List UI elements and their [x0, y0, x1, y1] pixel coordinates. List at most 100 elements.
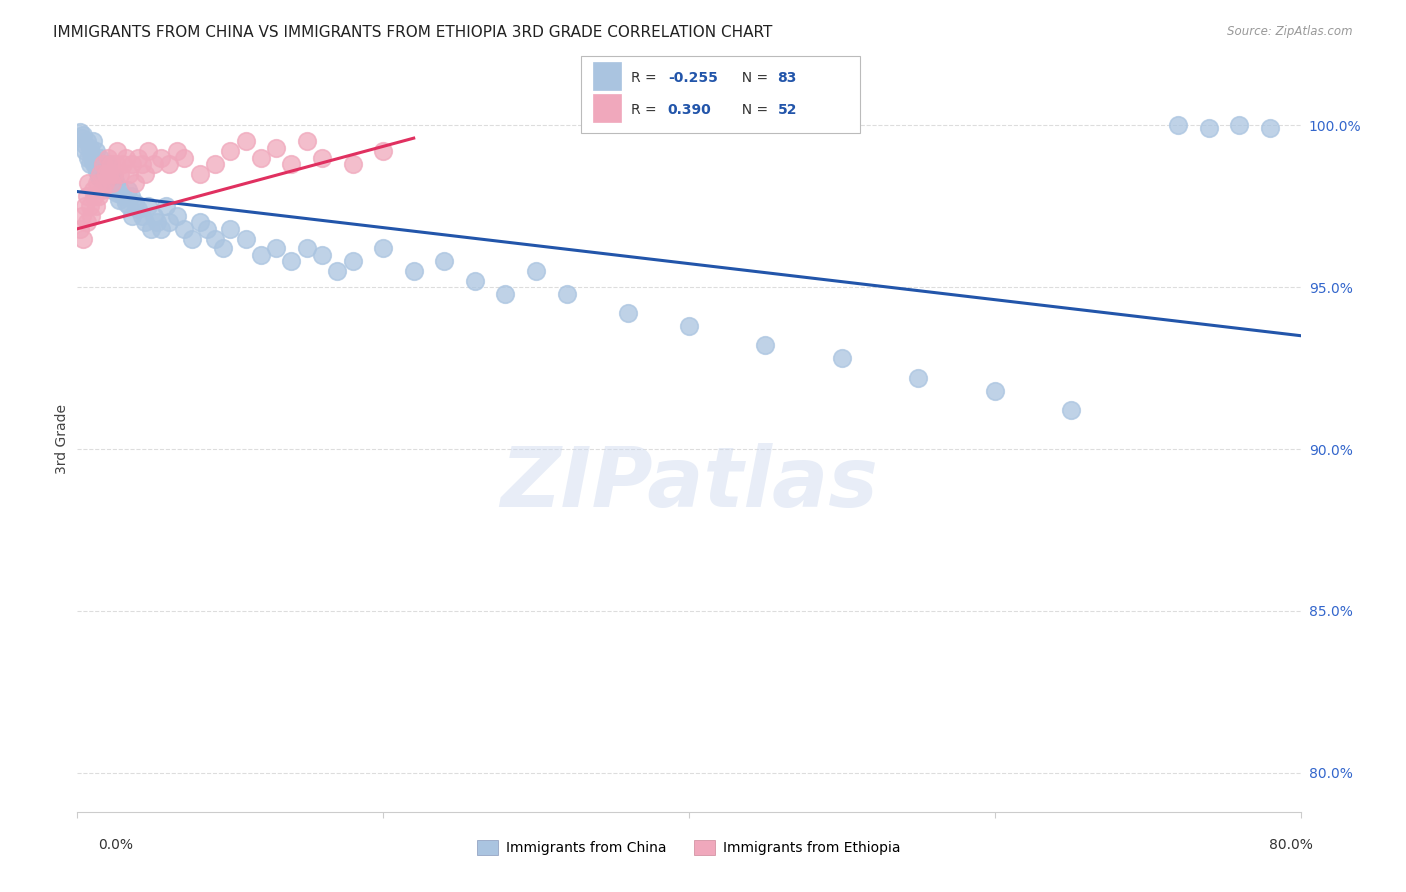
Point — [69, 222, 91, 236]
Point — [89, 151, 111, 165]
Point — [89, 167, 111, 181]
Point — [115, 151, 138, 165]
Text: 0.390: 0.390 — [668, 103, 711, 117]
Point — [1229, 118, 1251, 132]
Point — [204, 157, 226, 171]
Point — [326, 264, 349, 278]
Point — [96, 169, 118, 184]
Point — [181, 231, 204, 245]
Point — [103, 169, 125, 184]
Point — [124, 177, 146, 191]
Point — [157, 215, 180, 229]
Point — [342, 254, 364, 268]
Point — [311, 248, 333, 262]
Point — [79, 199, 101, 213]
Point — [70, 131, 93, 145]
Point — [70, 209, 93, 223]
Point — [69, 125, 91, 139]
Point — [311, 151, 333, 165]
Point — [107, 193, 129, 207]
Point — [295, 134, 318, 148]
Point — [121, 209, 143, 223]
Point — [121, 157, 143, 171]
Point — [100, 173, 122, 187]
Point — [105, 144, 128, 158]
Y-axis label: 3rd Grade: 3rd Grade — [55, 404, 69, 475]
Point — [831, 351, 853, 366]
Text: Source: ZipAtlas.com: Source: ZipAtlas.com — [1227, 25, 1353, 38]
Text: 0.0%: 0.0% — [98, 838, 132, 852]
Point — [112, 189, 135, 203]
Point — [195, 222, 218, 236]
Point — [80, 147, 103, 161]
Point — [86, 163, 108, 178]
Point — [371, 241, 394, 255]
Point — [235, 134, 257, 148]
Point — [166, 209, 188, 223]
Point — [211, 241, 233, 255]
Point — [127, 151, 149, 165]
Point — [120, 189, 142, 203]
Point — [76, 189, 98, 203]
Point — [907, 371, 929, 385]
Point — [97, 177, 120, 191]
Point — [1198, 121, 1220, 136]
Point — [118, 199, 141, 213]
Point — [83, 157, 105, 171]
Point — [371, 144, 394, 158]
Point — [617, 306, 640, 320]
Text: ZIPatlas: ZIPatlas — [501, 443, 877, 524]
Point — [103, 167, 125, 181]
Text: R =: R = — [631, 70, 661, 85]
Point — [1258, 121, 1281, 136]
Point — [402, 264, 425, 278]
Point — [83, 189, 105, 203]
Point — [134, 215, 156, 229]
Text: 83: 83 — [778, 70, 797, 85]
Point — [219, 144, 242, 158]
Point — [264, 241, 287, 255]
Point — [76, 215, 98, 229]
Legend: Immigrants from China, Immigrants from Ethiopia: Immigrants from China, Immigrants from E… — [471, 835, 907, 861]
Point — [678, 318, 700, 333]
Text: R =: R = — [631, 103, 661, 117]
Point — [150, 222, 173, 236]
Point — [280, 254, 302, 268]
Point — [101, 183, 124, 197]
Point — [72, 128, 94, 142]
Point — [984, 384, 1007, 398]
Point — [73, 137, 96, 152]
Point — [80, 209, 103, 223]
Point — [235, 231, 257, 245]
Point — [295, 241, 318, 255]
Point — [131, 157, 153, 171]
Point — [77, 177, 100, 191]
Point — [104, 157, 127, 171]
Point — [173, 151, 195, 165]
Point — [105, 186, 128, 201]
Point — [82, 183, 104, 197]
Point — [90, 157, 112, 171]
Text: 52: 52 — [778, 103, 797, 117]
Point — [464, 274, 486, 288]
Point — [72, 231, 94, 245]
Text: 80.0%: 80.0% — [1268, 838, 1313, 852]
Point — [86, 177, 108, 191]
Point — [188, 215, 211, 229]
Point — [91, 157, 114, 171]
Point — [108, 167, 131, 181]
Point — [1060, 403, 1083, 417]
Point — [495, 286, 517, 301]
Point — [250, 151, 273, 165]
Point — [87, 169, 110, 184]
Text: N =: N = — [733, 70, 772, 85]
Point — [77, 151, 100, 165]
Point — [264, 141, 287, 155]
Point — [188, 167, 211, 181]
Point — [1167, 118, 1189, 132]
Point — [142, 157, 165, 171]
Text: -0.255: -0.255 — [668, 70, 717, 85]
Point — [754, 338, 776, 352]
Point — [118, 167, 141, 181]
Point — [280, 157, 302, 171]
